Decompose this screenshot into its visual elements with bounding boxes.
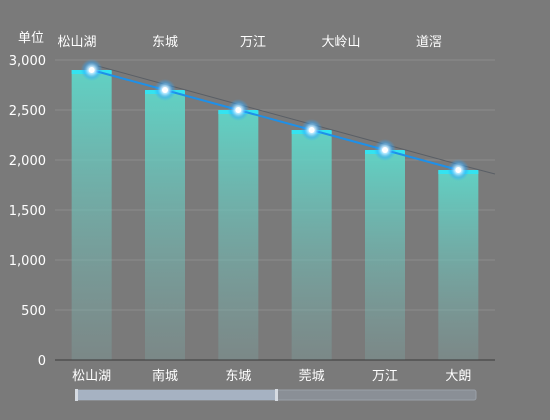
y-tick-label: 1,500 — [9, 204, 46, 219]
trend-line — [91, 69, 459, 171]
y-tick-label: 1,000 — [9, 254, 46, 269]
slider-handle-left[interactable] — [75, 389, 78, 401]
y-axis-ticks: 0 500 1,000 1,500 2,000 2,500 3,000 — [9, 54, 46, 369]
data-point — [447, 159, 470, 181]
bar — [291, 130, 332, 360]
y-tick-label: 500 — [21, 304, 46, 319]
slider-handle-right[interactable] — [275, 389, 278, 401]
gridlines — [55, 59, 495, 311]
x-category-label: 南城 — [152, 368, 178, 384]
trend-points — [80, 59, 470, 181]
y-tick-label: 0 — [38, 354, 46, 369]
bars — [71, 70, 479, 360]
x-category-label: 松山湖 — [72, 369, 111, 384]
y-tick-label: 3,000 — [9, 54, 46, 69]
top-category-label: 东城 — [152, 35, 178, 50]
top-category-label: 松山湖 — [57, 35, 96, 50]
top-category-labels: 松山湖 东城 万江 大岭山 道滘 — [57, 35, 442, 50]
data-point-dot — [455, 167, 462, 173]
x-category-label: 东城 — [225, 369, 251, 384]
bar — [438, 170, 479, 360]
bar — [365, 150, 405, 360]
unit-label: 单位 — [18, 31, 44, 46]
bar — [145, 90, 185, 360]
data-point-dot — [382, 147, 388, 153]
x-category-label: 莞城 — [299, 369, 325, 384]
slider-selection[interactable] — [76, 390, 276, 400]
data-point — [374, 139, 396, 161]
y-tick-label: 2,500 — [9, 104, 46, 119]
top-category-label: 大岭山 — [321, 35, 360, 50]
data-point — [80, 59, 103, 81]
data-point-dot — [88, 67, 95, 73]
data-point — [154, 79, 176, 101]
data-point-dot — [162, 87, 168, 93]
top-category-label: 道滘 — [416, 35, 442, 50]
x-axis-labels: 松山湖 南城 东城 莞城 万江 大朗 — [72, 368, 471, 384]
data-point-dot — [235, 107, 242, 113]
series-line — [91, 69, 459, 171]
data-point — [227, 99, 250, 121]
bar — [218, 110, 259, 360]
x-category-label: 万江 — [372, 369, 398, 384]
zoom-slider[interactable] — [75, 389, 477, 401]
x-category-label: 大朗 — [445, 369, 471, 384]
bar — [71, 70, 112, 360]
data-point — [300, 119, 323, 141]
top-category-label: 万江 — [240, 35, 266, 50]
y-tick-label: 2,000 — [9, 154, 46, 169]
data-point-dot — [308, 127, 315, 133]
